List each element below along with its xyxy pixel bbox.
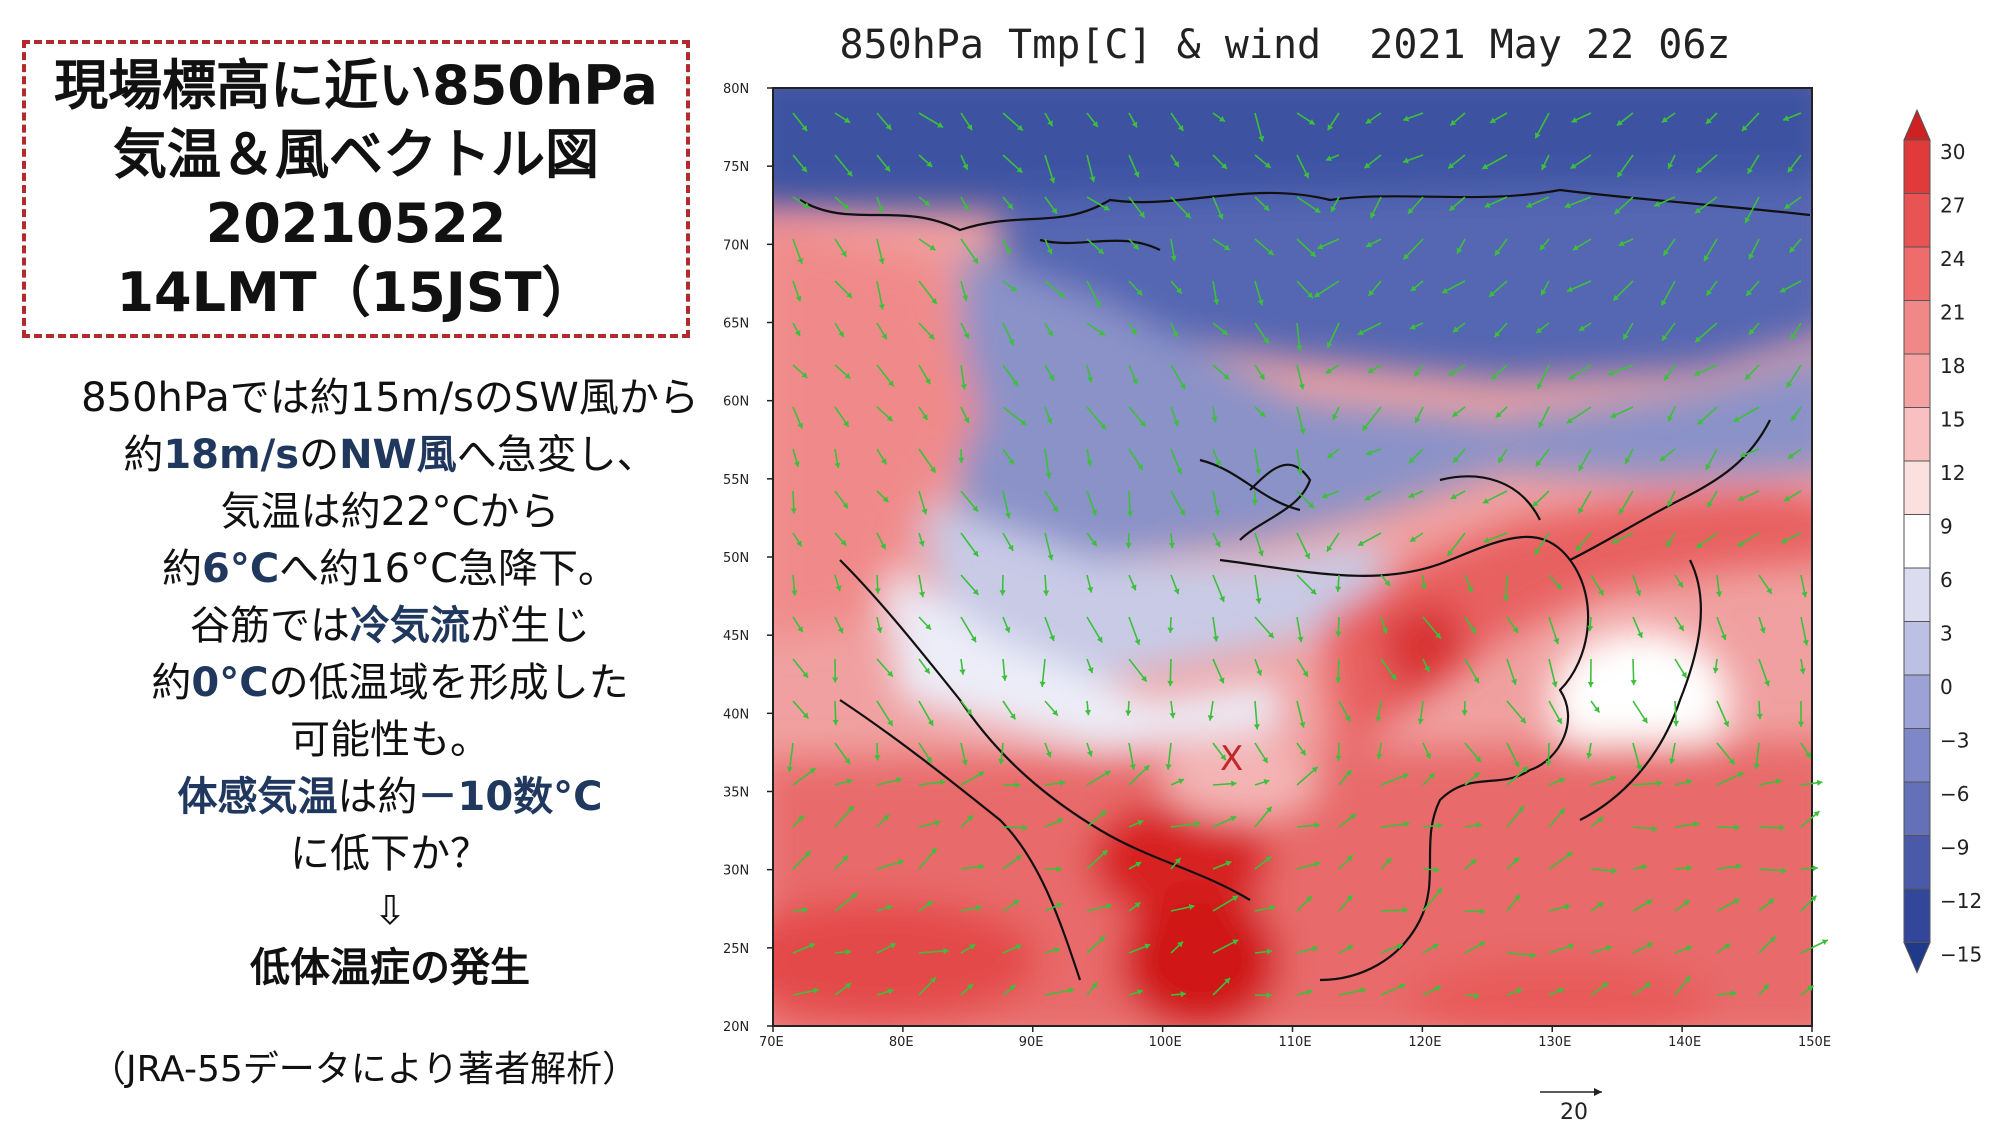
conclusion: 低体温症の発生 <box>250 945 530 991</box>
lat-label: 35N <box>723 786 749 801</box>
desc-line-3: 気温は約22°Cから <box>220 489 560 535</box>
colorbar-swatch <box>1903 835 1931 890</box>
description: 850hPaでは約15m/sのSW風から 約18m/sのNW風へ急変し、 気温は… <box>20 370 760 997</box>
lon-label: 120E <box>1408 1035 1441 1050</box>
down-arrow-icon: ⇩ <box>373 888 407 934</box>
lon-label: 150E <box>1798 1035 1831 1050</box>
desc-line-9: に低下か？ <box>290 831 490 877</box>
lat-label: 70N <box>723 238 749 253</box>
desc-line-8: 体感気温は約－10数°C <box>177 774 603 820</box>
colorbar-swatch <box>1903 514 1931 569</box>
colorbar-swatch <box>1903 193 1931 248</box>
desc-line-2: 約18m/sのNW風へ急変し、 <box>123 432 657 478</box>
colorbar-label: −9 <box>1940 836 1969 860</box>
lon-label: 100E <box>1149 1035 1182 1050</box>
colorbar-swatch <box>1903 460 1931 515</box>
lat-label: 20N <box>723 1020 749 1035</box>
colorbar-swatch <box>1903 567 1931 622</box>
colorbar-swatch <box>1903 621 1931 676</box>
colorbar-swatch <box>1903 246 1931 301</box>
colorbar-swatch <box>1903 300 1931 355</box>
lon-label: 70E <box>759 1035 784 1050</box>
location-marker: X <box>1220 739 1243 779</box>
lon-label: 110E <box>1279 1035 1312 1050</box>
colorbar-label: 0 <box>1940 675 1953 699</box>
title-line-4: 14LMT（15JST） <box>116 261 596 324</box>
lat-label: 55N <box>723 473 749 488</box>
colorbar-swatch <box>1903 888 1931 943</box>
coastlines <box>799 188 1811 982</box>
lat-label: 40N <box>723 707 749 722</box>
desc-line-4: 約6°Cへ約16°C急降下。 <box>161 546 618 592</box>
wind-reference: 20 <box>1540 1088 1602 1125</box>
colorbar-swatch <box>1903 728 1931 783</box>
map-title: 850hPa Tmp[C] & wind 2021 May 22 06z <box>839 22 1731 68</box>
colorbar-label: −3 <box>1940 729 1969 753</box>
title-line-1: 現場標高に近い850hPa <box>54 54 658 117</box>
lon-label: 80E <box>889 1035 914 1050</box>
colorbar-swatch <box>1903 407 1931 462</box>
wind-reference-label: 20 <box>1560 1100 1588 1125</box>
colorbar-label: 15 <box>1940 408 1965 432</box>
lat-label: 45N <box>723 629 749 644</box>
colorbar-label: 3 <box>1940 622 1953 646</box>
colorbar-swatch <box>1903 139 1931 194</box>
lat-label: 50N <box>723 551 749 566</box>
colorbar-swatch <box>1903 353 1931 408</box>
colorbar-label: 30 <box>1940 140 1965 164</box>
latitude-axis: 80N 75N 70N 65N 60N 55N 50N 45N 40N 35N 30N 25N 20N <box>723 82 773 1035</box>
colorbar-swatch <box>1903 781 1931 836</box>
lon-label: 130E <box>1538 1035 1571 1050</box>
lat-label: 65N <box>723 317 749 332</box>
colorbar-label: 21 <box>1940 301 1965 325</box>
colorbar-label: 27 <box>1940 194 1965 218</box>
lon-label: 140E <box>1668 1035 1701 1050</box>
colorbar-label: −15 <box>1940 943 1982 967</box>
lat-label: 75N <box>723 160 749 175</box>
colorbar-label: 18 <box>1940 354 1965 378</box>
longitude-axis: 70E 80E 90E 100E 110E 120E 130E 140E 150E <box>759 1026 1831 1050</box>
lat-label: 80N <box>723 82 749 97</box>
colorbar-swatch <box>1903 674 1931 729</box>
temperature-field <box>773 88 1812 1026</box>
desc-line-1: 850hPaでは約15m/sのSW風から <box>81 375 699 421</box>
colorbar-label: 9 <box>1940 515 1953 539</box>
lat-label: 30N <box>723 864 749 879</box>
title-line-3: 20210522 <box>205 192 507 255</box>
title-line-2: 気温＆風ベクトル図 <box>113 123 599 186</box>
colorbar-label: 24 <box>1940 247 1965 271</box>
colorbar-label: −6 <box>1940 782 1969 806</box>
colorbar-label: 6 <box>1940 568 1953 592</box>
title-box: 現場標高に近い850hPa 気温＆風ベクトル図 20210522 14LMT（1… <box>22 40 690 338</box>
lat-label: 25N <box>723 942 749 957</box>
colorbar-label: −12 <box>1940 889 1982 913</box>
source-note: （JRA-55データにより著者解析） <box>90 1049 639 1090</box>
desc-line-7: 可能性も。 <box>290 717 490 763</box>
lon-label: 90E <box>1019 1035 1044 1050</box>
wind-vectors <box>786 112 1829 999</box>
lat-label: 60N <box>723 395 749 410</box>
colorbar-label: 12 <box>1940 461 1965 485</box>
desc-line-5: 谷筋では冷気流が生じ <box>190 603 590 649</box>
desc-line-6: 約0°Cの低温域を形成した <box>151 660 629 706</box>
